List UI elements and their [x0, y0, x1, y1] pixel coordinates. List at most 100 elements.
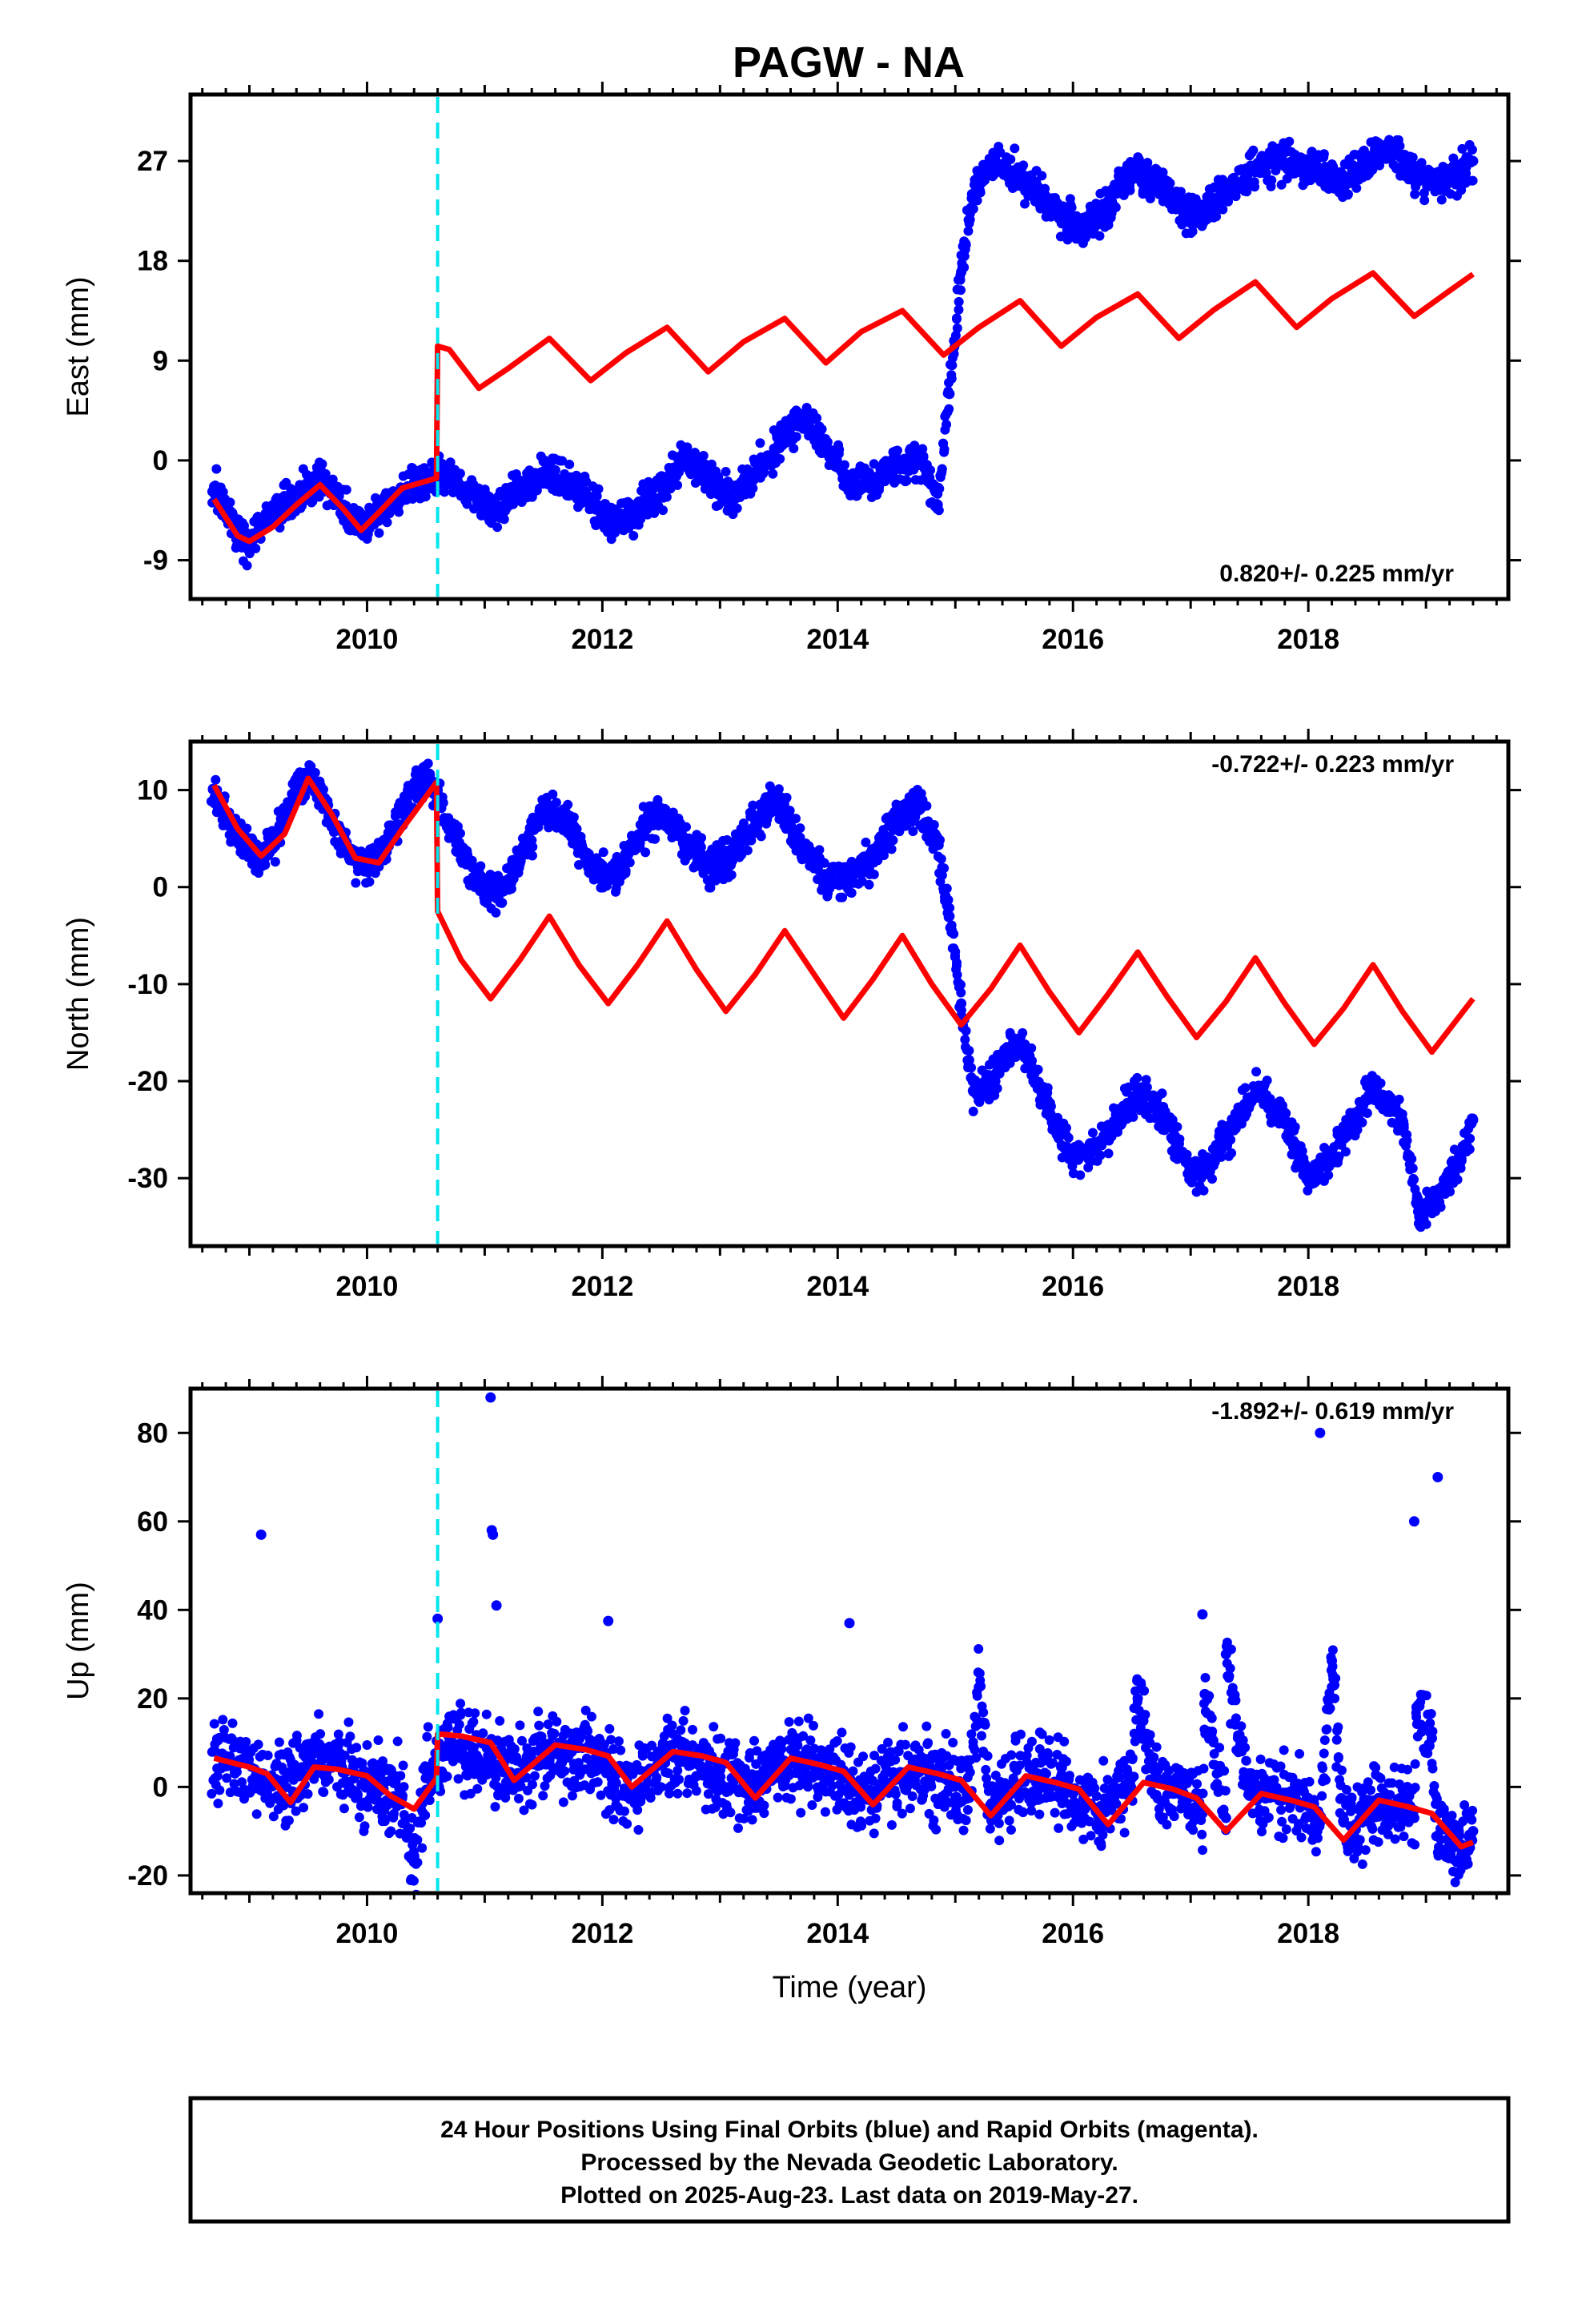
observation-point: [444, 823, 455, 834]
observation-point: [279, 499, 291, 510]
observation-point: [952, 970, 962, 980]
x-tick-label: 2012: [571, 624, 633, 655]
observation-point: [1026, 1043, 1037, 1053]
observation-point: [1220, 189, 1231, 200]
observation-point: [956, 285, 966, 296]
x-tick-label: 2014: [806, 624, 869, 655]
observation-point: [1020, 199, 1030, 209]
observation-point: [1352, 1124, 1363, 1135]
observation-point: [561, 477, 572, 489]
observation-point: [1009, 167, 1020, 178]
observation-point: [219, 1725, 229, 1735]
observation-point: [1128, 1112, 1138, 1122]
y-tick-label: -9: [143, 545, 168, 577]
observation-point: [1044, 1104, 1055, 1116]
observation-point: [242, 561, 252, 571]
observation-point: [1452, 1175, 1463, 1185]
observation-point: [1249, 177, 1259, 187]
observation-point: [955, 979, 966, 990]
rate-annotation: 0.820+/- 0.225 mm/yr: [1219, 561, 1454, 587]
observation-point: [1291, 155, 1302, 167]
observation-point: [1244, 167, 1255, 178]
y-tick-label: -20: [127, 1066, 168, 1097]
observation-point: [251, 1809, 262, 1819]
observation-point: [1094, 231, 1105, 241]
observation-point: [1419, 195, 1430, 206]
observation-point: [1290, 1122, 1300, 1132]
observation-point: [939, 444, 950, 455]
observation-point: [1340, 1147, 1351, 1157]
observation-point: [967, 1085, 978, 1096]
observation-point: [710, 875, 721, 886]
observation-point: [593, 484, 604, 494]
observation-point: [756, 831, 766, 842]
observation-point: [506, 883, 516, 894]
observation-point: [726, 870, 737, 880]
observation-point: [1174, 1134, 1185, 1144]
observation-point: [222, 1773, 232, 1783]
observation-point: [819, 858, 829, 868]
observation-point: [773, 438, 785, 449]
observation-point: [1284, 136, 1295, 147]
observation-point: [1319, 149, 1329, 159]
observation-point: [950, 947, 961, 957]
observation-point: [961, 239, 971, 249]
observation-point: [1445, 1187, 1456, 1197]
observation-point: [1110, 202, 1121, 212]
observation-point: [420, 770, 432, 781]
observation-point: [598, 847, 608, 858]
observation-point: [1407, 1163, 1418, 1173]
observation-point: [242, 823, 252, 834]
observation-point: [533, 822, 544, 832]
observation-point: [1197, 211, 1208, 222]
observation-point: [572, 824, 582, 834]
observation-point: [1103, 1148, 1114, 1159]
observation-point: [218, 1715, 228, 1725]
observation-point: [1199, 1185, 1209, 1196]
observation-point: [1087, 1128, 1098, 1138]
observation-point: [382, 517, 392, 528]
observation-point: [1338, 178, 1349, 189]
x-tick-label: 2014: [806, 1271, 869, 1302]
observation-point: [1157, 1088, 1167, 1099]
observation-point: [1402, 1129, 1412, 1140]
observation-point: [628, 531, 639, 541]
observation-point: [515, 483, 525, 494]
y-tick-label: 0: [153, 872, 168, 903]
observation-point: [821, 444, 832, 455]
observation-point: [773, 784, 784, 794]
observation-point: [476, 861, 486, 871]
observation-point: [952, 323, 962, 333]
observation-point: [698, 450, 709, 460]
observation-point: [673, 480, 683, 490]
observation-point: [914, 804, 926, 815]
observation-point: [1362, 155, 1373, 167]
y-tick-label: 18: [137, 246, 168, 277]
observation-point: [888, 835, 898, 846]
x-tick-label: 2012: [571, 1271, 633, 1302]
observation-point: [839, 460, 849, 470]
observation-point: [1033, 1064, 1043, 1075]
observation-point: [705, 883, 716, 893]
plot-frame: [188, 92, 1511, 601]
observation-point: [1250, 1085, 1261, 1096]
observation-point: [1063, 1132, 1074, 1143]
observation-point: [1464, 1144, 1475, 1155]
observation-point: [1468, 175, 1478, 186]
observation-point: [992, 1084, 1002, 1094]
observation-point: [966, 1063, 977, 1073]
observation-point: [351, 878, 361, 888]
observation-point: [1261, 168, 1271, 179]
observation-point: [947, 360, 958, 371]
observation-point: [1467, 145, 1477, 155]
observation-point: [444, 472, 455, 483]
observation-point: [934, 484, 945, 494]
observation-point: [1315, 1169, 1325, 1180]
observation-point: [1279, 1115, 1291, 1125]
observation-point: [1061, 1123, 1071, 1133]
observation-point: [551, 798, 561, 808]
observation-point: [327, 474, 338, 485]
observation-point: [956, 987, 966, 998]
observation-point: [1187, 227, 1198, 237]
